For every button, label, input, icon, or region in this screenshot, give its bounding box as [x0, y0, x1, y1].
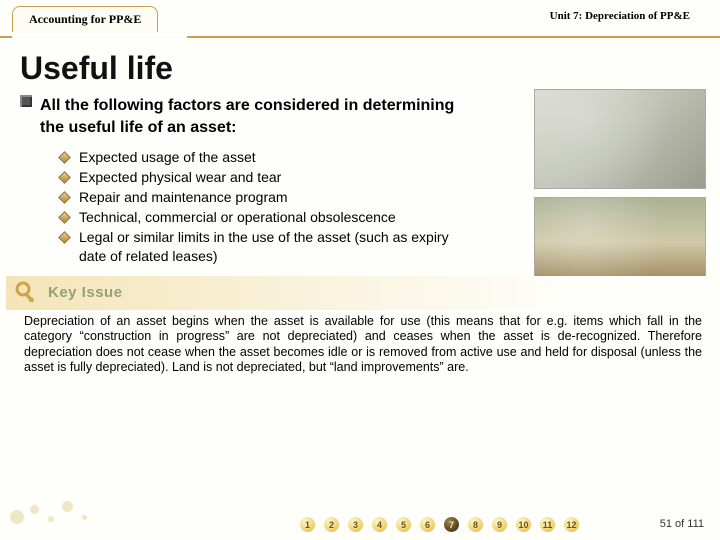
page-title: Useful life: [0, 38, 720, 95]
page-button-11[interactable]: 11: [540, 517, 555, 532]
factor-text: Repair and maintenance program: [79, 188, 460, 207]
page-button-1[interactable]: 1: [300, 517, 315, 532]
diamond-bullet-icon: [58, 211, 71, 224]
list-item: Legal or similar limits in the use of th…: [60, 228, 460, 266]
list-item: Expected physical wear and tear: [60, 168, 460, 187]
key-issue-section: Key Issue Depreciation of an asset begin…: [0, 276, 720, 377]
header-divider: [0, 36, 720, 38]
image-placeholder-monitors: [534, 89, 706, 189]
page-button-8[interactable]: 8: [468, 517, 483, 532]
diamond-bullet-icon: [58, 151, 71, 164]
page-button-3[interactable]: 3: [348, 517, 363, 532]
key-issue-bar: Key Issue: [6, 276, 720, 310]
page-button-7[interactable]: 7: [444, 517, 459, 532]
intro-text: All the following factors are considered…: [40, 95, 460, 138]
list-item: Expected usage of the asset: [60, 148, 460, 167]
list-item: Technical, commercial or operational obs…: [60, 208, 460, 227]
pagination: 123456789101112: [300, 517, 579, 532]
header: Accounting for PP&E Unit 7: Depreciation…: [0, 0, 720, 38]
image-column: [534, 89, 714, 305]
factor-text: Expected usage of the asset: [79, 148, 460, 167]
list-item: Repair and maintenance program: [60, 188, 460, 207]
page-button-12[interactable]: 12: [564, 517, 579, 532]
diamond-bullet-icon: [58, 191, 71, 204]
key-icon: [14, 280, 40, 306]
factor-text: Technical, commercial or operational obs…: [79, 208, 460, 227]
page-button-4[interactable]: 4: [372, 517, 387, 532]
page-button-6[interactable]: 6: [420, 517, 435, 532]
decorative-dots: [4, 496, 124, 526]
page-button-9[interactable]: 9: [492, 517, 507, 532]
page-button-2[interactable]: 2: [324, 517, 339, 532]
diamond-bullet-icon: [58, 231, 71, 244]
key-issue-text: Depreciation of an asset begins when the…: [6, 310, 720, 377]
page-counter: 51 of 111: [660, 518, 704, 530]
square-bullet-icon: [20, 95, 32, 107]
key-issue-label: Key Issue: [48, 284, 123, 301]
main-content: All the following factors are considered…: [0, 95, 720, 266]
unit-label: Unit 7: Depreciation of PP&E: [550, 10, 690, 22]
page-button-5[interactable]: 5: [396, 517, 411, 532]
factor-text: Legal or similar limits in the use of th…: [79, 228, 460, 266]
page-button-10[interactable]: 10: [516, 517, 531, 532]
factor-text: Expected physical wear and tear: [79, 168, 460, 187]
footer: 123456789101112 51 of 111: [0, 508, 720, 532]
factors-list: Expected usage of the asset Expected phy…: [60, 148, 460, 265]
diamond-bullet-icon: [58, 171, 71, 184]
course-tab: Accounting for PP&E: [12, 6, 158, 32]
